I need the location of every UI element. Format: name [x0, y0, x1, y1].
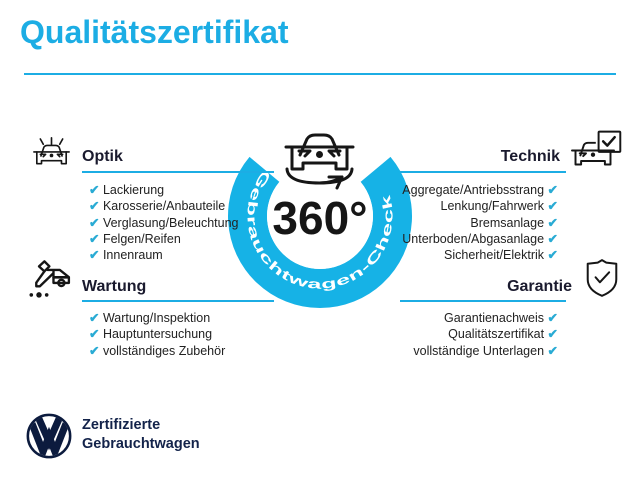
- svg-text:360°: 360°: [272, 192, 367, 244]
